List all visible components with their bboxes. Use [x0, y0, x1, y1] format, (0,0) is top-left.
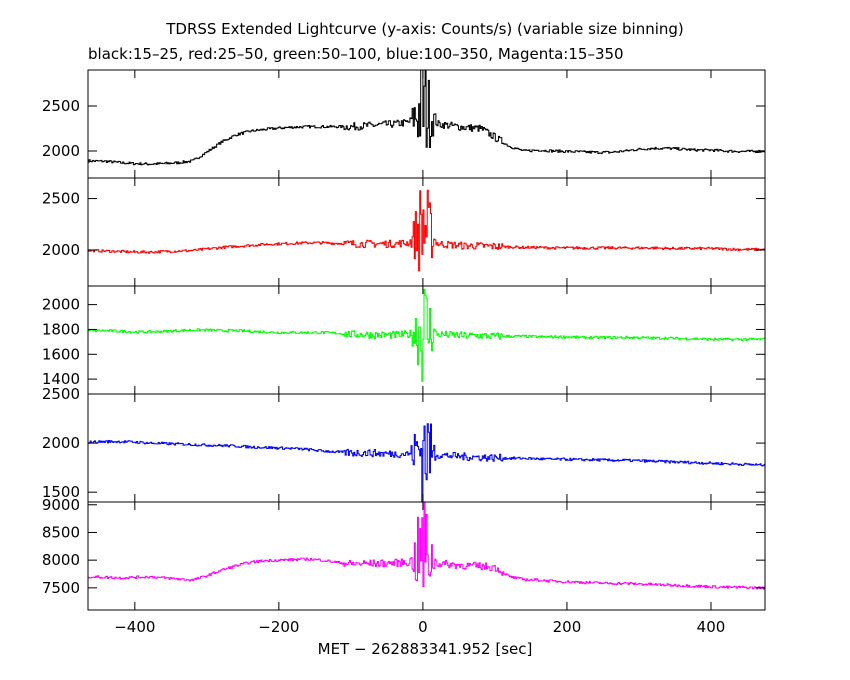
chart-subtitle: black:15–25, red:25–50, green:50–100, bl…	[88, 45, 624, 63]
y-tick-label-2-1: 1600	[42, 345, 80, 363]
y-tick-label-4-2: 8500	[42, 523, 80, 541]
y-tick-label-4-1: 8000	[42, 551, 80, 569]
y-tick-label-4-0: 7500	[42, 579, 80, 597]
y-tick-label-3-1: 2000	[42, 434, 80, 452]
series-line-1-0	[88, 189, 765, 272]
panel-1: 2000 2500	[42, 177, 766, 287]
series-line-2-0	[88, 288, 765, 382]
y-tick-label-3-2: 2500	[42, 385, 80, 403]
panel-2: 1400 1600 1800 2000	[42, 285, 766, 395]
panel-4: 7500 8000 8500 9000	[42, 496, 766, 611]
x-tick-label-1: −200	[258, 618, 299, 636]
x-tick-label-3: 200	[553, 618, 582, 636]
series-line-4-0	[88, 502, 765, 590]
x-axis: −400 −200 0 200 400	[114, 618, 725, 636]
y-tick-label-3-0: 1500	[42, 483, 80, 501]
panel-frame-3	[87, 393, 766, 503]
y-tick-label-4-3: 9000	[42, 496, 80, 514]
y-tick-label-1-1: 2500	[42, 190, 80, 208]
panels-group: 2000250020002500140016001800200015002000…	[42, 69, 766, 611]
x-tick-label-0: −400	[114, 618, 155, 636]
y-tick-label-2-2: 1800	[42, 320, 80, 338]
panel-3: 1500 2000 2500	[42, 385, 766, 503]
x-axis-label: MET − 262883341.952 [sec]	[318, 640, 533, 658]
y-tick-label-2-3: 2000	[42, 296, 80, 314]
x-tick-label-4: 400	[697, 618, 726, 636]
panel-0: 2000 2500	[42, 69, 766, 179]
y-tick-label-1-0: 2000	[42, 241, 80, 259]
y-tick-label-2-0: 1400	[42, 370, 80, 388]
x-tick-label-2: 0	[418, 618, 428, 636]
series-line-0-0	[88, 70, 765, 166]
y-tick-label-0-0: 2000	[42, 142, 80, 160]
chart-title: TDRSS Extended Lightcurve (y-axis: Count…	[166, 20, 684, 38]
panel-frame-4	[87, 501, 766, 611]
y-tick-label-0-1: 2500	[42, 97, 80, 115]
panel-frame-2	[87, 285, 766, 395]
series-line-3-0	[88, 423, 765, 502]
